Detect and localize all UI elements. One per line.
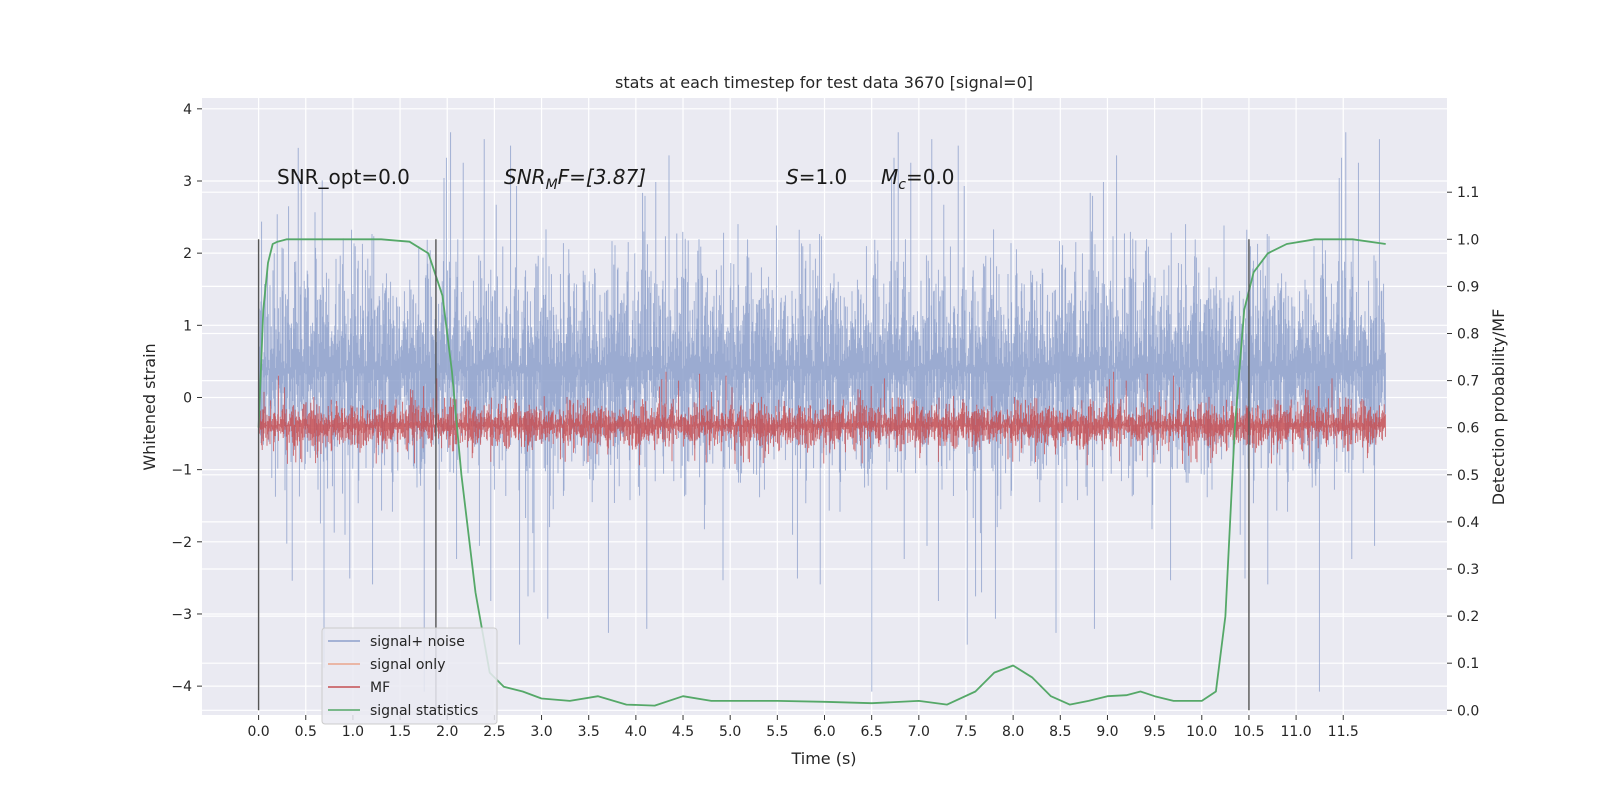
x-tick-label: 9.0 <box>1096 724 1118 740</box>
x-tick-label: 8.5 <box>1049 724 1071 740</box>
ticks: 0.0 0.5 1.0 1.5 2.0 2.5 3.0 3.5 4.0 4.5 5.0 5.5 6.0 6… <box>171 102 1479 740</box>
x-tick-label: 6.0 <box>813 724 835 740</box>
x-tick-label: 0.0 <box>247 724 269 740</box>
y2-tick-label: 0.5 <box>1457 468 1479 484</box>
x-tick-label: 9.5 <box>1143 724 1165 740</box>
y2-tick-label: 0.8 <box>1457 326 1479 342</box>
legend-box <box>321 627 498 725</box>
annotation-snr-mf-value: F=[3.87] <box>558 165 646 189</box>
x-tick-label: 0.5 <box>295 724 317 740</box>
y2-axis-title: Detection probability/MF <box>1489 309 1508 506</box>
y-tick-label: −2 <box>171 535 192 551</box>
annotation-mc-value: =0.0 <box>906 165 955 189</box>
annotation-snr-opt: SNR_opt=0.0 <box>277 165 410 189</box>
annotation-snr-mf-sub: M <box>546 177 558 193</box>
annotation-mc-sub: c <box>898 177 906 193</box>
series-signal-statistics <box>257 238 1386 707</box>
x-tick-label: 7.0 <box>908 724 930 740</box>
x-tick-label: 3.5 <box>578 724 600 740</box>
annotation-snr-mf: SNRMF=[3.87] <box>504 165 646 193</box>
x-tick-label: 4.0 <box>625 724 647 740</box>
x-tick-label: 1.0 <box>342 724 364 740</box>
y-tick-label: −3 <box>171 607 192 623</box>
y2-tick-label: 0.0 <box>1457 703 1479 719</box>
annotation-s: S=1.0 <box>786 165 847 189</box>
x-tick-label: 8.0 <box>1002 724 1024 740</box>
x-tick-label: 6.5 <box>861 724 883 740</box>
y2-tick-label: 0.3 <box>1457 562 1479 578</box>
y2-tick-label: 0.9 <box>1457 279 1479 295</box>
legend-label-signal-statistics: signal statistics <box>370 703 478 719</box>
x-tick-label: 5.5 <box>766 724 788 740</box>
annotation-mc-label: M <box>881 165 898 189</box>
y2-tick-label: 1.1 <box>1457 185 1479 201</box>
y-tick-label: 2 <box>183 246 192 262</box>
y2-tick-label: 0.7 <box>1457 374 1479 390</box>
x-tick-label: 2.5 <box>483 724 505 740</box>
legend-label-mf: MF <box>370 680 390 696</box>
x-tick-label: 10.5 <box>1233 724 1264 740</box>
x-tick-label: 7.5 <box>955 724 977 740</box>
x-tick-label: 3.0 <box>530 724 552 740</box>
y-tick-label: 4 <box>183 102 192 118</box>
legend-label-signal-noise: signal+ noise <box>370 634 465 650</box>
legend-label-signal-only: signal only <box>370 657 445 673</box>
legend: signal+ noise signal only MF signal stat… <box>321 627 498 725</box>
y2-tick-label: 1.0 <box>1457 232 1479 248</box>
y-tick-label: 3 <box>183 174 192 190</box>
y2-tick-label: 0.2 <box>1457 609 1479 625</box>
chart-title: stats at each timestep for test data 367… <box>615 73 1033 92</box>
annotation-snr-mf-label: SNR <box>504 165 546 189</box>
x-axis-title: Time (s) <box>790 749 856 768</box>
x-tick-label: 11.5 <box>1328 724 1359 740</box>
y-tick-label: 1 <box>183 318 192 334</box>
x-tick-label: 10.0 <box>1186 724 1217 740</box>
annotation-mc: Mc=0.0 <box>881 165 955 193</box>
y-tick-label: −4 <box>171 679 192 695</box>
y-tick-label: 0 <box>183 390 192 406</box>
annotation-s-value: =1.0 <box>799 165 848 189</box>
annotation-s-label: S <box>786 165 799 189</box>
y2-tick-label: 0.4 <box>1457 515 1479 531</box>
x-tick-label: 11.0 <box>1281 724 1312 740</box>
x-tick-label: 1.5 <box>389 724 411 740</box>
y-axis-title: Whitened strain <box>140 343 159 470</box>
x-tick-label: 4.5 <box>672 724 694 740</box>
y2-tick-label: 0.6 <box>1457 421 1479 437</box>
x-tick-label: 5.0 <box>719 724 741 740</box>
y2-tick-label: 0.1 <box>1457 656 1479 672</box>
x-tick-label: 2.0 <box>436 724 458 740</box>
y-tick-label: −1 <box>171 463 192 479</box>
